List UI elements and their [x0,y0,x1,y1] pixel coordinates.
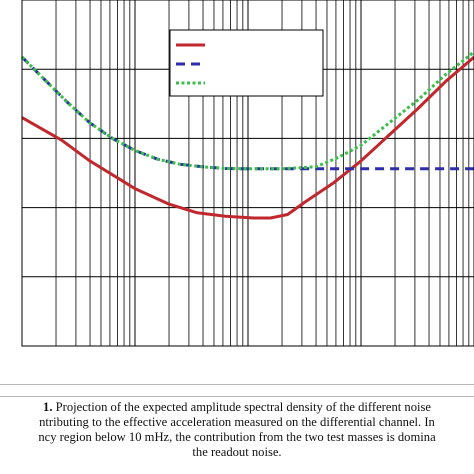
caption-divider-bottom [0,396,474,397]
caption-label: 1. [43,400,53,414]
caption-line-1: 1. Projection of the expected amplitude … [0,400,474,415]
caption-line-3: ncy region below 10 mHz, the contributio… [38,430,436,444]
series-line-3 [20,50,474,171]
series-line-2 [20,56,474,171]
series-line-1 [21,55,474,220]
noise-plot [20,0,474,347]
grid-lines [22,0,474,346]
series-lines [20,50,474,220]
caption-divider-top [0,384,474,385]
figure-caption: 1. Projection of the expected amplitude … [0,400,474,460]
caption-line-4: the readout noise. [192,445,282,459]
caption-text-1: Projection of the expected amplitude spe… [52,400,431,414]
caption-line-2: ntributing to the effective acceleration… [39,415,435,429]
legend [169,29,324,97]
plot-frame [21,0,474,347]
